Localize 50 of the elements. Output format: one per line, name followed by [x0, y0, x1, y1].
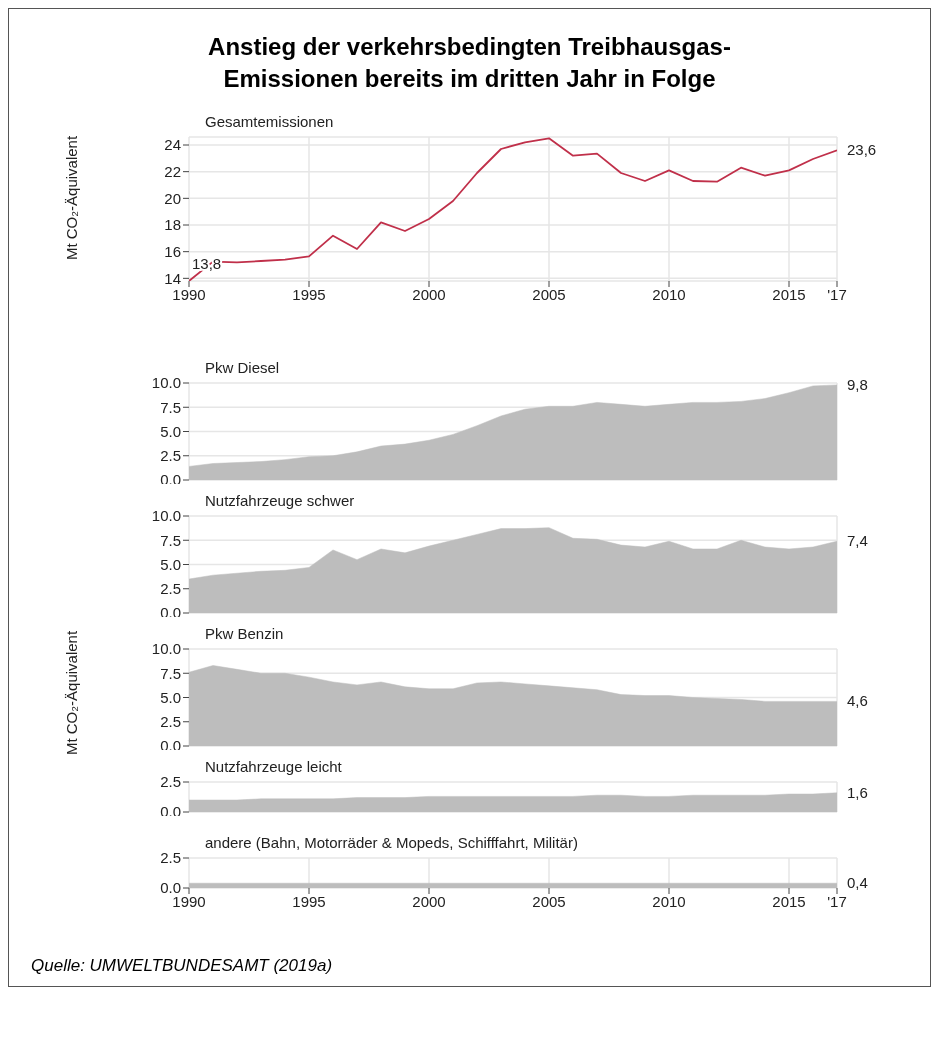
chart-subtitle: Pkw Diesel [205, 359, 281, 377]
chart-subtitle: Gesamtemissionen [205, 113, 335, 131]
chart-subtitle: Nutzfahrzeuge schwer [205, 492, 356, 510]
x-tick-label: 1995 [292, 285, 326, 303]
x-tick-label: 1995 [292, 892, 326, 910]
data-label: 0,4 [847, 874, 868, 892]
data-label: 9,8 [847, 375, 868, 393]
y-tick-label: 2.5 [160, 849, 181, 867]
y-axis-title: Mt CO₂-Äquivalent [62, 135, 80, 261]
x-tick-label: 2000 [412, 285, 446, 303]
data-label: 7,4 [847, 532, 868, 550]
y-tick-label: 7.5 [160, 398, 181, 416]
y-tick-label: 20 [164, 189, 181, 207]
x-tick-label: 1990 [172, 285, 206, 303]
y-axis-title: Mt CO₂-Äquivalent [62, 630, 80, 755]
data-label: 23,6 [847, 141, 877, 159]
x-tick-label: 2010 [652, 892, 686, 910]
y-tick-label: 2.5 [160, 773, 181, 791]
y-tick-label: 2.5 [160, 447, 181, 465]
y-tick-label: 10.0 [151, 640, 181, 658]
y-tick-label: 16 [164, 242, 181, 260]
x-tick-label: 2005 [532, 285, 566, 303]
y-tick-label: 5.0 [160, 688, 181, 706]
y-tick-label: 18 [164, 216, 181, 234]
y-tick-label: 5.0 [160, 555, 181, 573]
y-tick-label: 10.0 [151, 374, 181, 392]
y-tick-label: 2.5 [160, 713, 181, 731]
data-label: 1,6 [847, 783, 868, 801]
chart-subtitle: Pkw Benzin [205, 625, 285, 643]
y-tick-label: 10.0 [151, 507, 181, 525]
y-tick-label: 14 [164, 269, 181, 287]
x-tick-label: '17 [827, 892, 847, 910]
chart-subtitle: Nutzfahrzeuge leicht [205, 758, 343, 776]
x-tick-label: 2015 [772, 892, 806, 910]
source-note: Quelle: UMWELTBUNDESAMT (2019a) [31, 956, 334, 976]
x-tick-label: 2000 [412, 892, 446, 910]
chart-subtitle: andere (Bahn, Motorräder & Mopeds, Schifffahrt, Militär) [205, 834, 579, 852]
x-tick-label: 2010 [652, 285, 686, 303]
y-tick-label: 5.0 [160, 422, 181, 440]
x-tick-label: 2015 [772, 285, 806, 303]
x-tick-label: '17 [827, 285, 847, 303]
x-tick-label: 2005 [532, 892, 566, 910]
chart-title: Anstieg der verkehrsbedingten Treibhausgas-Emissionen bereits im dritten Jahr in Folge [207, 32, 732, 94]
y-tick-label: 7.5 [160, 664, 181, 682]
line-series [189, 137, 837, 281]
y-tick-label: 22 [164, 162, 181, 180]
y-tick-label: 7.5 [160, 531, 181, 549]
data-label: 4,6 [847, 692, 868, 710]
y-tick-label: 24 [164, 136, 181, 154]
y-tick-label: 2.5 [160, 580, 181, 598]
